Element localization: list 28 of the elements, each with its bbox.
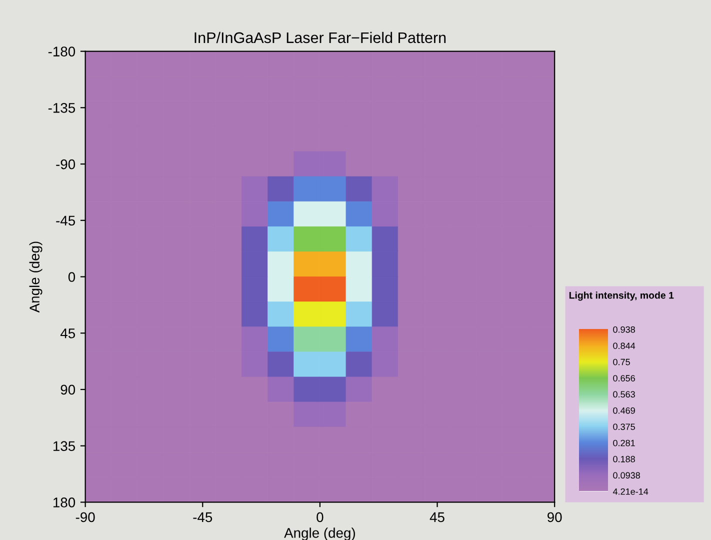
color-bar-label: 0.188 <box>613 456 635 462</box>
color-bar-title: Light intensity, mode 1 <box>569 292 674 301</box>
x-tick-label: 0 <box>316 512 324 522</box>
y-tick-label: -45 <box>56 216 76 226</box>
color-bar-label: 0.938 <box>613 326 635 333</box>
y-tick-label: -90 <box>56 159 76 170</box>
color-bar-label: 0.844 <box>613 342 636 349</box>
x-tick-label: -45 <box>193 512 212 522</box>
y-tick-label: 180 <box>53 498 76 508</box>
y-tick-label: 45 <box>60 328 76 338</box>
y-tick-label: 90 <box>60 384 76 395</box>
y-tick-label: -180 <box>48 46 76 56</box>
y-tick-label: 0 <box>68 272 76 282</box>
x-tick-label: -90 <box>76 512 95 522</box>
y-tick-label: 135 <box>53 441 76 452</box>
color-bar-label: 0.375 <box>613 424 635 430</box>
color-bar-label: 0.563 <box>613 391 635 398</box>
x-tick-label: 90 <box>548 512 562 522</box>
color-bar-label: 0.656 <box>613 375 635 382</box>
color-bar-label: 4.21e-14 <box>612 488 648 495</box>
chart-title: InP/InGaAsP Laser Far−Field Pattern <box>194 32 446 44</box>
color-bar-label: 0.281 <box>613 440 635 446</box>
color-bar-label: 0.75 <box>613 358 630 366</box>
x-tick-label: 45 <box>430 512 444 522</box>
color-bar-label: 0.0938 <box>613 472 640 479</box>
y-axis-title: Angle (deg) <box>29 242 42 313</box>
y-tick-label: -135 <box>48 102 76 113</box>
color-bar-label: 0.469 <box>613 407 635 414</box>
